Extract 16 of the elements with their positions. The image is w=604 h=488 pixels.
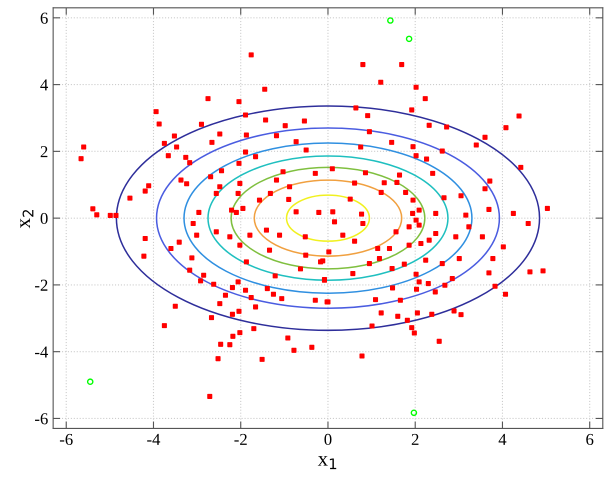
y-tick-label: -6 (35, 413, 48, 424)
y-tick-label: 4 (40, 79, 48, 90)
x-tick-label: 2 (412, 434, 418, 445)
x-tick-label: 6 (586, 434, 594, 446)
x-axis-title: x$_{1}$ (318, 456, 336, 470)
y-tick-label: -4 (35, 346, 48, 358)
x-tick-label: 0 (324, 434, 332, 446)
y-tick-label: -2 (35, 280, 48, 291)
y-axis-title: x$_{2}$ (20, 210, 34, 228)
x-tick-label: 4 (498, 434, 506, 445)
y-tick-label: 0 (40, 212, 48, 224)
x-tick-label: -2 (234, 434, 247, 445)
y-tick-label: 6 (40, 12, 48, 24)
y-tick-label: 2 (40, 146, 48, 158)
x-tick-label: -6 (60, 434, 73, 446)
x-tick-label: -4 (147, 434, 160, 445)
